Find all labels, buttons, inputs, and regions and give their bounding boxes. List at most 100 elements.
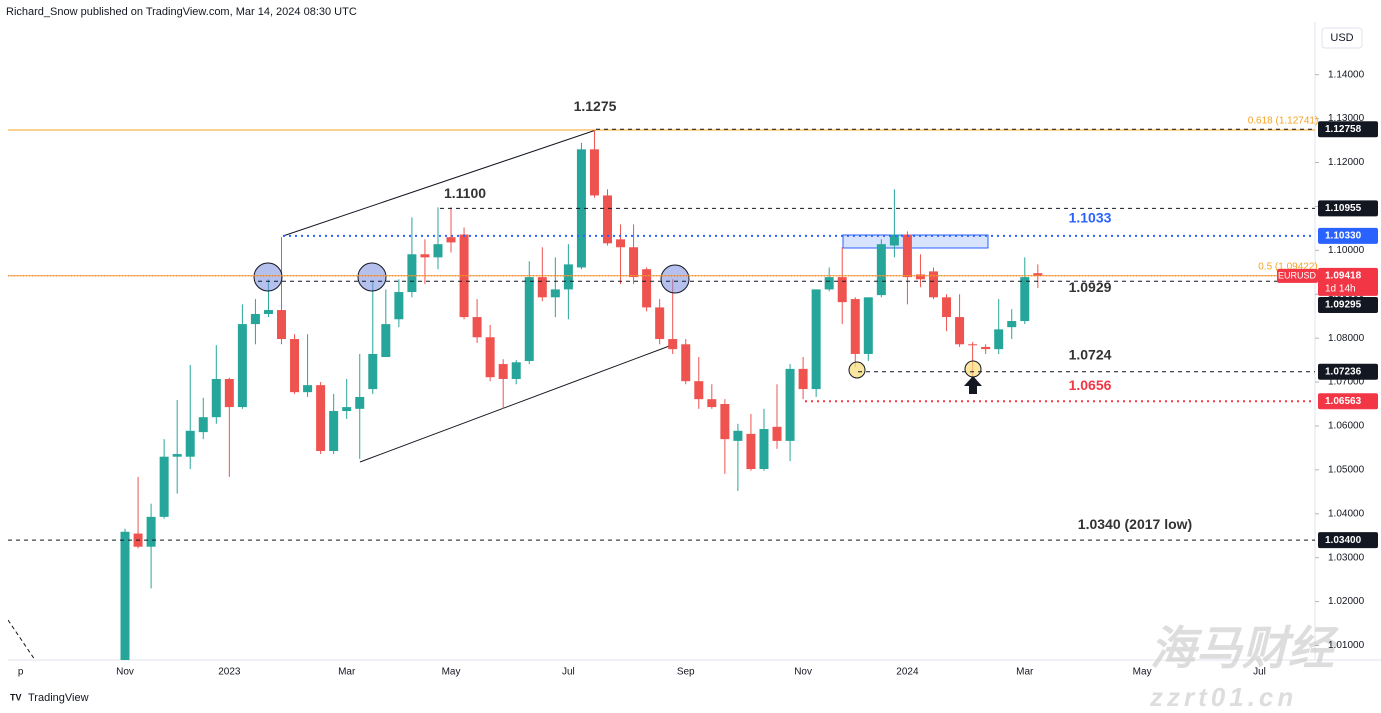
y-tick-label: 1.04000 xyxy=(1328,508,1365,519)
x-tick-label: 2024 xyxy=(896,667,919,678)
fib-label: 0.5 (1.09422) xyxy=(1258,261,1318,272)
candle-body xyxy=(198,417,208,433)
logo: TV xyxy=(10,692,22,702)
candle-body xyxy=(263,310,273,314)
candle-body xyxy=(746,433,756,469)
y-tick-label: 1.02000 xyxy=(1328,596,1365,607)
candle-body xyxy=(694,381,704,400)
y-tick-label: 1.06000 xyxy=(1328,421,1365,432)
candle-body xyxy=(902,234,912,278)
candle-body xyxy=(642,269,652,308)
candle-body xyxy=(277,310,286,340)
candle-body xyxy=(146,516,156,547)
level-annotation: 1.0724 xyxy=(1069,346,1112,362)
candle-body xyxy=(394,292,404,320)
candle-body xyxy=(120,531,130,660)
circle-marker xyxy=(660,264,690,294)
y-tick-label: 1.01000 xyxy=(1328,640,1365,651)
fib-label: 0.618 (1.12741) xyxy=(1248,116,1319,127)
circle-marker xyxy=(848,361,866,379)
candle-body xyxy=(185,430,195,457)
x-tick-label: May xyxy=(442,667,461,678)
header: Richard_Snow published on TradingView.co… xyxy=(6,6,357,18)
level-annotation: 1.0656 xyxy=(1069,377,1112,393)
candle-body xyxy=(316,385,326,451)
candle-body xyxy=(563,264,573,290)
currency-box[interactable] xyxy=(1321,27,1363,49)
last-price-badge xyxy=(1318,267,1378,296)
price-badge-label: 1.12758 xyxy=(1325,124,1362,135)
candle-body xyxy=(785,368,795,441)
countdown: 1d 14h xyxy=(1325,284,1356,295)
price-badge xyxy=(1318,363,1378,380)
candle-body xyxy=(707,399,717,408)
symbol-label: EURUSD xyxy=(1278,270,1317,280)
candle-body xyxy=(1020,277,1030,322)
candle-body xyxy=(224,378,234,408)
candle-body xyxy=(472,317,482,338)
candle-body xyxy=(576,149,586,268)
candle-body xyxy=(368,353,378,390)
candle-body xyxy=(942,297,952,318)
candle-body xyxy=(433,244,443,258)
level-annotation: 1.1033 xyxy=(1069,210,1112,226)
price-badge-label: 1.10330 xyxy=(1325,230,1362,241)
candle-body xyxy=(511,362,521,379)
candle-body xyxy=(759,429,769,469)
candle-body xyxy=(603,195,612,244)
y-tick-label: 1.13000 xyxy=(1328,113,1365,124)
candle-body xyxy=(211,378,221,418)
y-tick-label: 1.03000 xyxy=(1328,552,1365,563)
trend-line xyxy=(8,619,36,660)
candle-body xyxy=(290,339,300,393)
candle-body xyxy=(250,313,260,325)
candle-body xyxy=(733,430,743,441)
candle-body xyxy=(355,396,365,409)
footer: TradingView xyxy=(28,692,89,704)
candle-body xyxy=(929,271,938,298)
candle-body xyxy=(681,344,691,382)
candle-body xyxy=(407,254,417,293)
candle-body xyxy=(837,277,847,303)
candle-body xyxy=(237,324,247,408)
circle-marker xyxy=(357,262,387,292)
x-tick-label: 2023 xyxy=(218,667,241,678)
circle-marker xyxy=(253,262,283,292)
candle-body xyxy=(915,274,925,280)
candle-body xyxy=(537,277,547,298)
candle-body xyxy=(1007,321,1017,328)
zone xyxy=(842,234,989,249)
price-badge-label: 1.10955 xyxy=(1325,203,1362,214)
candle-body xyxy=(955,317,965,345)
x-tick-label: Mar xyxy=(338,667,356,678)
level-annotation: 1.0340 (2017 low) xyxy=(1078,516,1192,532)
candle-body xyxy=(159,456,169,517)
y-tick-label: 1.14000 xyxy=(1328,69,1365,80)
candle-body xyxy=(720,404,730,440)
candle-body xyxy=(668,339,678,350)
watermark: 海马财经 xyxy=(1150,622,1339,674)
last-price-label: 1.09418 xyxy=(1325,271,1362,282)
price-badge xyxy=(1318,393,1378,410)
y-tick-label: 1.12000 xyxy=(1328,157,1365,168)
candle-body xyxy=(629,247,639,278)
markers xyxy=(253,262,982,394)
watermark-url: zzrt01.cn xyxy=(1149,682,1297,712)
candle-body xyxy=(589,149,599,196)
candle-body xyxy=(824,277,834,290)
level-annotation: 1.0929 xyxy=(1069,279,1112,295)
candle-body xyxy=(446,237,456,243)
circle-marker xyxy=(964,360,982,378)
price-badge-label: 1.06563 xyxy=(1325,396,1362,407)
x-tick-label: Jul xyxy=(1253,667,1266,678)
candle-body xyxy=(850,299,860,354)
candle-body xyxy=(876,244,886,296)
x-tick-label: Mar xyxy=(1016,667,1034,678)
y-tick-label: 1.08000 xyxy=(1328,333,1365,344)
candle-body xyxy=(994,329,1004,350)
price-badge xyxy=(1318,297,1378,313)
candle-body xyxy=(303,385,313,393)
candle-body xyxy=(524,277,534,361)
price-badge xyxy=(1318,532,1378,549)
